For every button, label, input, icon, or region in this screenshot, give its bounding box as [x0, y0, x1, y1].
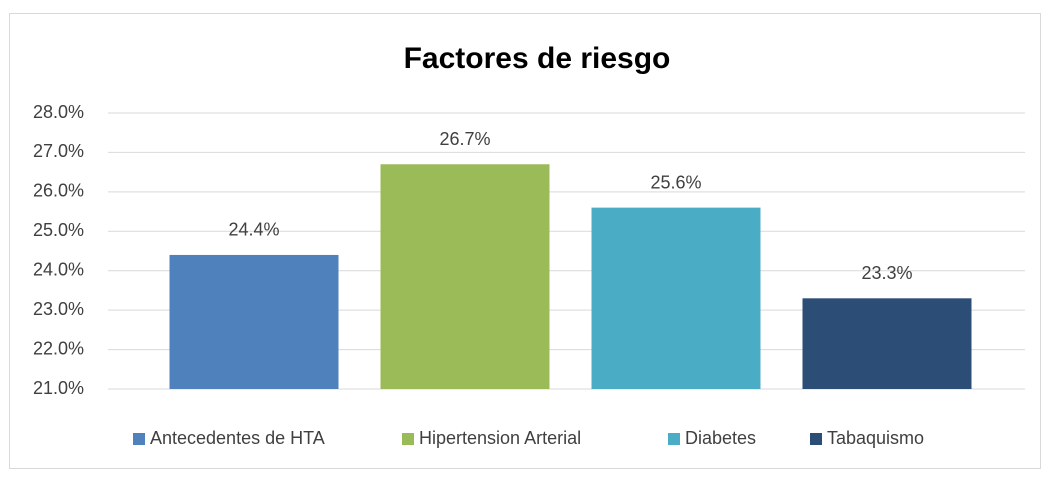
y-tick-label: 21.0% — [33, 378, 84, 398]
y-tick-label: 27.0% — [33, 141, 84, 161]
y-tick-label: 26.0% — [33, 181, 84, 201]
bar — [802, 298, 972, 389]
legend-swatch — [668, 433, 680, 445]
bar — [169, 254, 339, 389]
legend-swatch — [133, 433, 145, 445]
bar — [380, 164, 550, 389]
legend-label: Hipertension Arterial — [419, 428, 581, 448]
legend-label: Diabetes — [685, 428, 756, 448]
y-tick-label: 23.0% — [33, 299, 84, 319]
legend-label: Antecedentes de HTA — [150, 428, 325, 448]
legend-swatch — [810, 433, 822, 445]
legend-label: Tabaquismo — [827, 428, 924, 448]
data-label: 23.3% — [861, 263, 912, 283]
data-label: 24.4% — [228, 220, 279, 240]
y-tick-label: 25.0% — [33, 220, 84, 240]
legend-swatch — [402, 433, 414, 445]
data-label: 25.6% — [650, 172, 701, 192]
y-tick-label: 22.0% — [33, 338, 84, 358]
y-tick-label: 28.0% — [33, 102, 84, 122]
bar — [591, 207, 761, 389]
data-label: 26.7% — [439, 129, 490, 149]
chart-title: Factores de riesgo — [404, 42, 671, 75]
y-tick-label: 24.0% — [33, 259, 84, 279]
